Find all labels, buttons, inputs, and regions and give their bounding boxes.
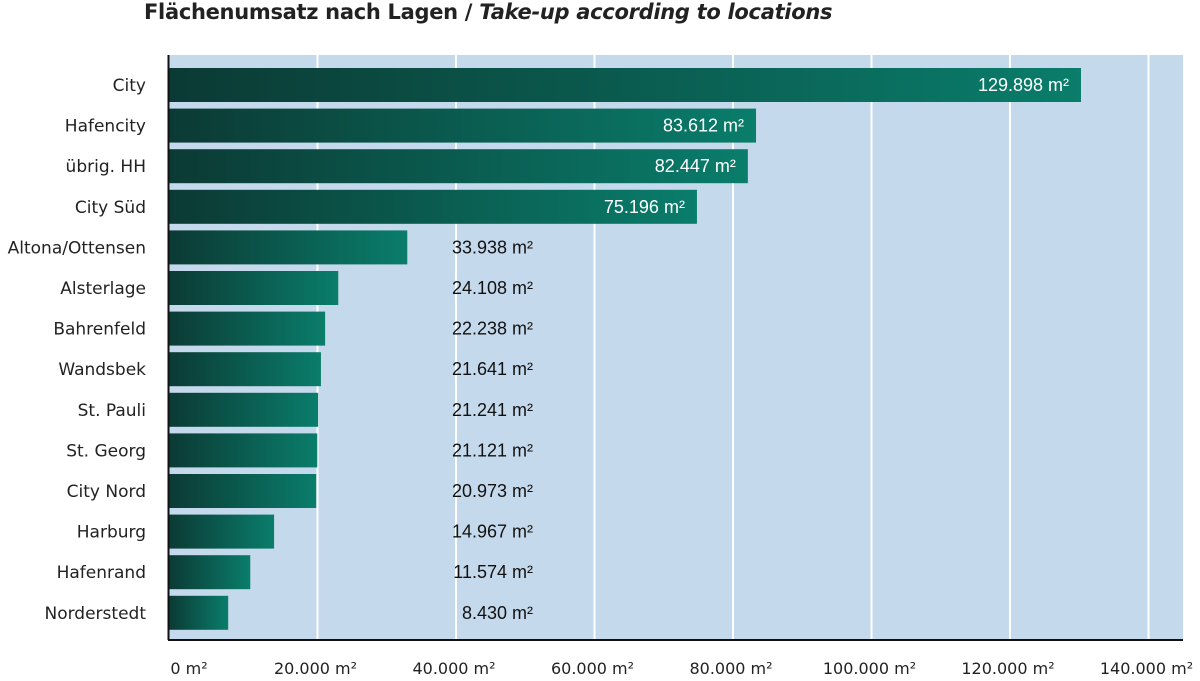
category-label: Wandsbek [58, 360, 146, 380]
category-label: Altona/Ottensen [8, 238, 146, 258]
category-label: Bahrenfeld [53, 320, 146, 340]
data-label: 24.108 m² [452, 278, 533, 298]
bar [169, 474, 317, 508]
data-label: 22.238 m² [452, 319, 533, 339]
data-label: 83.612 m² [663, 116, 744, 136]
data-label: 33.938 m² [452, 237, 533, 257]
category-label: City Süd [75, 198, 146, 218]
category-label: City Nord [67, 482, 146, 502]
bar [169, 514, 275, 549]
data-label: 8.430 m² [462, 603, 533, 623]
data-label: 20.973 m² [452, 481, 533, 501]
category-label: Hafencity [65, 117, 146, 137]
x-tick-label: 80.000 m² [689, 659, 772, 678]
bar [169, 595, 229, 630]
x-tick-label: 20.000 m² [274, 659, 357, 678]
data-label: 21.121 m² [452, 440, 533, 460]
data-label: 21.241 m² [452, 400, 533, 420]
x-tick-label: 140.000 m² [1100, 659, 1193, 678]
category-label: Hafenrand [57, 563, 146, 583]
bar [169, 230, 408, 265]
data-label: 14.967 m² [452, 522, 533, 542]
data-label: 129.898 m² [978, 75, 1069, 95]
title-de: Flächenumsatz nach Lagen [144, 0, 458, 24]
category-label: Harburg [77, 523, 146, 543]
bar [169, 392, 319, 427]
category-label: Norderstedt [45, 604, 147, 624]
category-label: Alsterlage [60, 279, 146, 299]
bar [169, 149, 748, 184]
category-label: St. Pauli [78, 401, 146, 421]
category-label: übrig. HH [66, 157, 146, 177]
bar [169, 271, 339, 305]
data-label: 82.447 m² [655, 156, 736, 176]
x-tick-label: 100.000 m² [823, 659, 916, 678]
x-tick-label: 60.000 m² [551, 659, 634, 678]
data-label: 11.574 m² [453, 562, 533, 582]
bar [169, 352, 321, 387]
data-label: 75.196 m² [604, 197, 685, 217]
chart-title: Flächenumsatz nach Lagen / Take-up accor… [144, 0, 833, 24]
category-label: City [113, 76, 146, 96]
bar [169, 108, 757, 143]
x-tick-label: 120.000 m² [961, 659, 1054, 678]
data-label: 21.641 m² [452, 359, 533, 379]
plot-background [168, 55, 1183, 640]
bar [169, 555, 251, 590]
bar [169, 311, 326, 346]
x-tick-label: 0 m² [170, 659, 207, 678]
bar [169, 433, 318, 468]
bar [169, 68, 1081, 102]
title-en: Take-up according to locations [479, 0, 833, 24]
x-tick-label: 40.000 m² [412, 659, 495, 678]
bar [169, 189, 697, 224]
category-label: St. Georg [66, 441, 146, 461]
